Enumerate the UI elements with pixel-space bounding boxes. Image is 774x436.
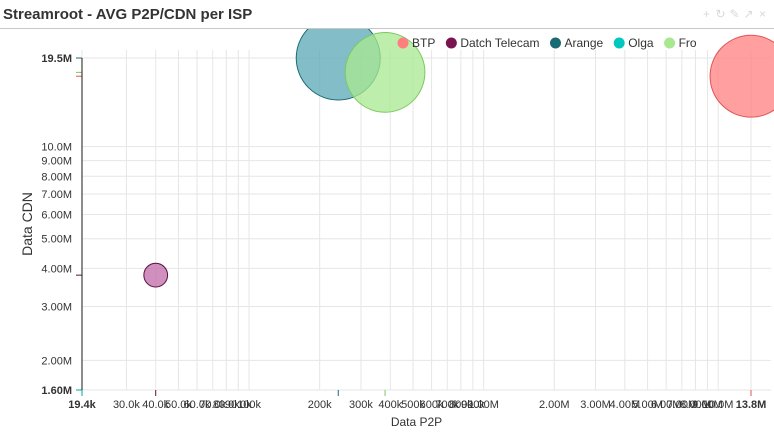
edit-icon[interactable]: ✎ <box>729 7 740 21</box>
x-tick-label: 8.00M <box>680 399 711 411</box>
x-tick-label: 19.4k <box>68 399 96 411</box>
y-tick-label: 10.0M <box>41 142 72 154</box>
x-tick-label: 100k <box>237 399 261 411</box>
axis-marks <box>76 57 752 396</box>
y-tick-label: 2.00M <box>41 355 72 367</box>
x-tick-label: 13.8M <box>736 399 767 411</box>
x-tick-label: 90.0k <box>225 399 252 411</box>
x-tick-label: 10.0M <box>703 399 734 411</box>
y-tick-label: 6.00M <box>41 209 72 221</box>
y-tick-label: 4.00M <box>41 263 72 275</box>
legend-item-olga: Olga <box>613 36 654 50</box>
x-tick-label: 2.00M <box>539 399 570 411</box>
legend-swatch <box>445 37 457 49</box>
x-tick-label: 600k <box>420 399 444 411</box>
legend-item-arange: Arange <box>550 36 604 50</box>
x-tick-label: 80.0k <box>213 399 240 411</box>
legend-item-datch-telecam: Datch Telecam <box>445 36 540 50</box>
y-tick-label: 3.00M <box>41 302 72 314</box>
x-tick-label: 7.00M <box>667 399 698 411</box>
x-tick-label: 500k <box>401 399 425 411</box>
x-tick-label: 9.00M <box>692 399 723 411</box>
legend-label: Arange <box>565 36 604 50</box>
x-axis-ticks: 19.4k 30.0k 40.0k50.0k60.0k70.0k80.0k90.0k… <box>68 399 766 411</box>
x-tick-label: 30.0k <box>113 399 140 411</box>
bubbles-layer <box>143 29 774 288</box>
bubble-fro <box>344 32 426 113</box>
panel-header: Streamroot - AVG P2P/CDN per ISP + ↻ ✎ ↗… <box>0 0 774 29</box>
legend-swatch <box>613 37 625 49</box>
legend-label: Olga <box>628 36 654 50</box>
x-tick-label: 200k <box>308 399 332 411</box>
x-tick-label: 900k <box>461 399 485 411</box>
legend-label: BTP <box>412 36 435 50</box>
y-axis-label: Data CDN <box>19 192 35 256</box>
y-tick-label: 19.5M <box>41 53 72 65</box>
x-tick-label: 60.0k <box>184 399 211 411</box>
legend: BTP Datch Telecam Arange Olga Fro <box>397 36 697 50</box>
x-tick-label: 70.0k <box>199 399 226 411</box>
refresh-icon[interactable]: ↻ <box>715 7 726 21</box>
y-tick-label: 1.60M <box>41 385 72 397</box>
x-tick-label: 50.0k <box>165 399 192 411</box>
plus-icon[interactable]: + <box>702 7 710 21</box>
legend-label: Fro <box>679 36 697 50</box>
share-icon[interactable]: ↗ <box>743 7 754 21</box>
legend-item-btp: BTP <box>397 36 435 50</box>
x-tick-label: 6.00M <box>651 399 682 411</box>
bubble-btp <box>709 34 774 118</box>
y-axis-ticks: 1.60M 2.00M 3.00M 4.00M 5.00M 6.00M 7.00M 8.00M… <box>41 53 72 397</box>
grid-lines <box>81 50 771 391</box>
x-tick-label: 3.00M <box>580 399 611 411</box>
legend-swatch <box>397 37 409 49</box>
x-tick-label: 1.00M <box>468 399 499 411</box>
legend-swatch <box>664 37 676 49</box>
x-tick-label: 40.0k <box>142 399 169 411</box>
close-icon[interactable]: × <box>758 7 766 21</box>
x-tick-label: 800k <box>449 399 473 411</box>
y-tick-label: 8.00M <box>41 171 72 183</box>
legend-swatch <box>550 37 561 49</box>
legend-item-fro: Fro <box>664 36 697 50</box>
panel-title: Streamroot - AVG P2P/CDN per ISP <box>3 6 253 23</box>
y-tick-label: 7.00M <box>41 189 72 201</box>
y-tick-label: 9.00M <box>41 156 72 168</box>
x-tick-label: 300k <box>349 399 373 411</box>
x-axis-label: Data P2P <box>391 415 442 429</box>
legend-label: Datch Telecam <box>460 36 539 50</box>
x-tick-label: 4.00M <box>610 399 641 411</box>
x-tick-label: 700k <box>435 399 459 411</box>
y-tick-label: 5.00M <box>41 234 72 246</box>
panel-toolbar: + ↻ ✎ ↗ × <box>701 7 768 21</box>
bubble-datch-telecam <box>143 262 169 288</box>
x-tick-label: 400k <box>378 399 402 411</box>
x-tick-label: 5.00M <box>632 399 663 411</box>
